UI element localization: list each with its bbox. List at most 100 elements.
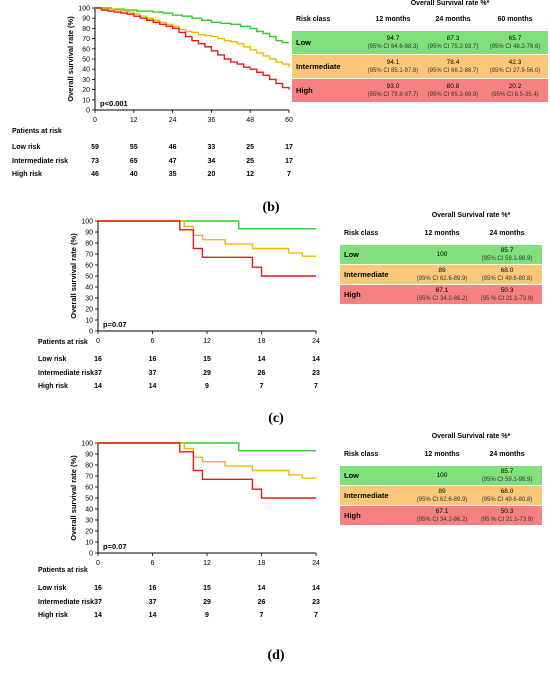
y-tick-label: 100 — [81, 441, 93, 448]
confidence-interval: (95% CI 8.5-35.4) — [491, 91, 539, 98]
y-tick-label: 70 — [82, 36, 90, 43]
survival-cell: 100 — [410, 471, 474, 480]
km-chart-b: 0 10 20 30 40 50 60 70 80 90 100 0 12 24 36 48 60 Overall… — [66, 6, 293, 125]
survival-value: 87.3 — [446, 34, 460, 42]
risk-row-label: Low risk — [38, 585, 67, 592]
x-tick-label: 60 — [285, 117, 293, 124]
series-line-intermediate — [98, 442, 316, 479]
risk-count: 37 — [94, 370, 102, 377]
survival-cell: 85.7 (95% CI 59.1-98.9) — [474, 246, 540, 264]
survival-cell: 100 — [410, 250, 474, 259]
panel-label-c: (c) — [268, 411, 284, 426]
risk-count: 16 — [148, 585, 157, 592]
risk-count: 14 — [94, 612, 102, 619]
survival-value: 89 — [438, 266, 446, 274]
y-tick-label: 60 — [82, 46, 90, 53]
survival-value: 100 — [436, 250, 448, 258]
risk-count: 26 — [257, 370, 266, 377]
survival-table-header: 24 months — [489, 230, 525, 237]
risk-row-label: Low risk — [38, 356, 67, 363]
y-tick-label: 20 — [85, 307, 93, 314]
km-chart-c: 0 10 20 30 40 50 60 70 80 90 100 0 6 12 18 24 Overall su… — [69, 219, 320, 346]
risk-count: 9 — [205, 383, 209, 390]
series-line-high — [95, 7, 290, 90]
risk-count: 65 — [129, 158, 138, 165]
survival-value: 85.7 — [500, 467, 514, 475]
survival-value: 78.4 — [446, 58, 460, 66]
x-tick-label: 18 — [258, 338, 266, 345]
risk-class-label: Low — [296, 37, 311, 47]
y-tick-label: 50 — [82, 57, 90, 64]
risk-count: 7 — [314, 612, 318, 619]
panel-d: 0 10 20 30 40 50 60 70 80 90 100 0 6 12 18 24 Overall su… — [0, 433, 550, 673]
risk-count: 17 — [285, 144, 293, 151]
y-tick-label: 60 — [85, 263, 93, 270]
risk-class-label: Intermediate — [296, 61, 341, 71]
y-tick-label: 30 — [85, 296, 93, 303]
survival-row-intermediate: Intermediate 94.1 (95% CI 85.1-97.8) 78.4 (9… — [292, 55, 548, 78]
survival-cell: 87.3 (95% CI 75.2-93.7) — [422, 34, 484, 52]
survival-cell: 50.3 (95 % CI 21.1-73.9) — [474, 507, 540, 525]
risk-count: 25 — [246, 144, 255, 151]
x-tick-label: 18 — [258, 560, 266, 567]
risk-row-label: High risk — [38, 612, 68, 619]
risk-class-label: High — [344, 510, 361, 520]
risk-count: 59 — [91, 144, 99, 151]
confidence-interval: (95% CI 27.9-56.0) — [489, 67, 541, 74]
y-tick-label: 10 — [82, 97, 90, 104]
risk-count: 7 — [259, 612, 264, 619]
survival-table-c: Overall Survival rate %* Risk class 12 mon… — [340, 212, 542, 304]
risk-count: 7 — [287, 171, 291, 178]
risk-count: 46 — [91, 171, 99, 178]
risk-count: 9 — [205, 612, 209, 619]
risk-count: 25 — [246, 158, 255, 165]
confidence-interval: (95% CI 49.6-80.8) — [481, 496, 533, 503]
series-line-low — [98, 442, 316, 452]
risk-count: 35 — [168, 171, 177, 178]
panel-label-d: (d) — [267, 648, 285, 663]
survival-value: 93.0 — [386, 82, 400, 90]
risk-table-title: Patients at risk — [38, 339, 88, 346]
risk-count: 16 — [148, 356, 157, 363]
risk-count: 15 — [203, 356, 211, 363]
survival-table-header: 60 months — [497, 16, 533, 23]
risk-count: 16 — [94, 585, 102, 592]
x-tick-label: 12 — [203, 338, 211, 345]
survival-table-header: 24 months — [435, 16, 471, 23]
risk-count: 37 — [148, 599, 157, 606]
survival-value: 100 — [436, 471, 448, 479]
survival-row-low: Low 100 85.7 (95% CI 59.1-98.9) — [340, 245, 542, 264]
survival-value: 68.0 — [500, 266, 514, 274]
survival-value: 89 — [438, 487, 446, 495]
x-tick-label: 0 — [96, 560, 100, 567]
survival-cell: 68.0 (95% CI 49.6-80.8) — [474, 487, 540, 505]
risk-row-label: Intermediate risk — [12, 158, 69, 165]
risk-count: 73 — [91, 158, 99, 165]
survival-table-title: Overall Survival rate %* — [410, 0, 490, 7]
y-tick-label: 40 — [82, 67, 90, 74]
survival-row-high: High 93.0 (95% CI 79.8-97.7) 80.8 (95% CI 65… — [292, 79, 548, 102]
confidence-interval: (95% CI 49.6-80.8) — [481, 275, 533, 282]
risk-class-label: Intermediate — [344, 269, 389, 279]
risk-count: 14 — [312, 585, 320, 592]
survival-cell: 80.8 (95% CI 65.2-89.9) — [422, 82, 484, 100]
x-tick-label: 24 — [312, 560, 320, 567]
y-tick-label: 80 — [82, 26, 90, 33]
y-tick-label: 30 — [85, 518, 93, 525]
confidence-interval: (95% CI 79.8-97.7) — [367, 91, 419, 98]
confidence-interval: (95% CI 62.6-89.9) — [416, 496, 468, 503]
confidence-interval: (95% CI 59.1-98.9) — [481, 255, 533, 262]
series-line-intermediate — [95, 7, 290, 68]
survival-row-intermediate: Intermediate 89 (95% CI 62.6-89.9) 68.0 (95%… — [340, 486, 542, 505]
risk-count: 20 — [207, 171, 216, 178]
y-tick-label: 70 — [85, 252, 93, 259]
survival-table-d: Overall Survival rate %* Risk class 12 mon… — [340, 433, 542, 525]
confidence-interval: (95% CI 65.2-89.9) — [427, 91, 479, 98]
series-line-high — [98, 442, 316, 499]
y-tick-label: 70 — [85, 474, 93, 481]
confidence-interval: (95% CI 59.1-98.9) — [481, 476, 533, 483]
survival-table-title: Overall Survival rate %* — [431, 212, 511, 219]
survival-value: 50.3 — [500, 507, 514, 515]
survival-cell: 20.2 (95% CI 8.5-35.4) — [484, 82, 546, 100]
survival-row-intermediate: Intermediate 89 (95% CI 62.6-89.9) 68.0 (95%… — [340, 265, 542, 284]
